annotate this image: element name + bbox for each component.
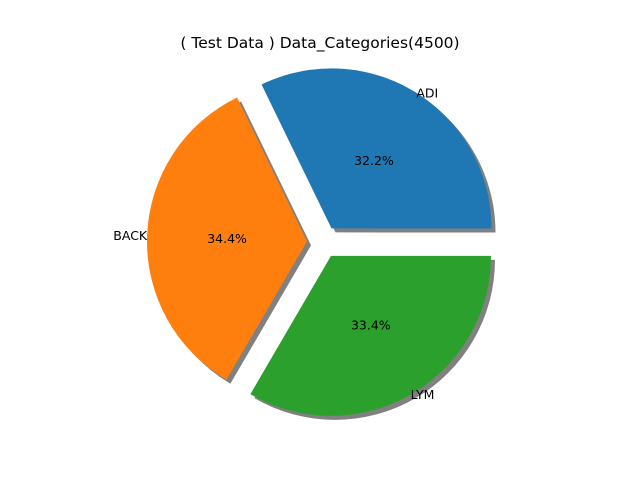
slice-pct-label-adi: 32.2% — [354, 153, 394, 168]
slice-label-back: BACK — [113, 228, 148, 243]
slices — [147, 68, 492, 416]
slice-label-lym: LYM — [411, 387, 435, 402]
slice-pct-label-back: 34.4% — [207, 231, 247, 246]
slice-labels: ADI 32.2% BACK 34.4% LYM 33.4% — [113, 85, 438, 402]
slice-pct-label-lym: 33.4% — [351, 318, 391, 333]
pie-slice-back — [147, 97, 308, 380]
slice-label-adi: ADI — [416, 85, 438, 100]
pie-slice-adi — [261, 68, 492, 229]
chart-title: ( Test Data ) Data_Categories(4500) — [180, 34, 459, 53]
pie-slice-lym — [250, 255, 491, 416]
